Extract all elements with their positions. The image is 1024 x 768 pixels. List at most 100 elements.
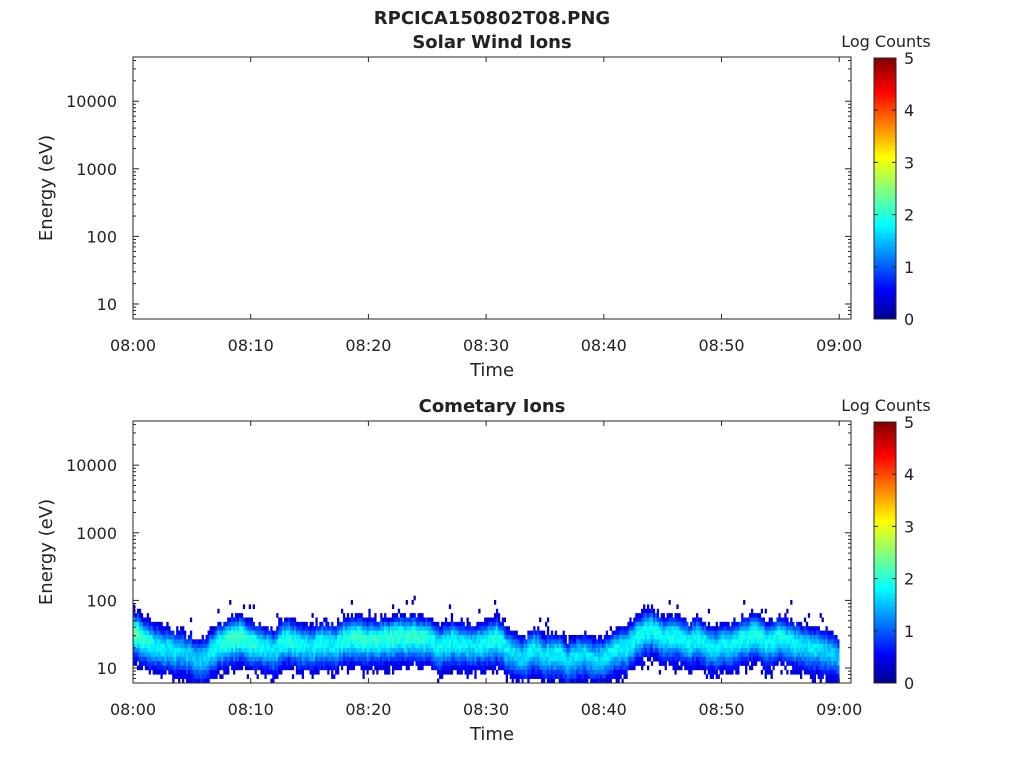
spectrogram-cell [442,661,446,666]
spectrogram-cell [362,656,365,662]
spectrogram-cell [448,652,452,658]
spectrogram-cell [389,617,393,623]
spectrogram-cell [338,630,342,636]
spectrogram-cell [195,656,199,662]
spectrogram-cell [731,621,734,627]
spectrogram-cell [164,656,167,662]
spectrogram-cell [456,648,459,653]
spectrogram-cell [729,669,732,675]
spectrogram-cell [333,630,336,636]
spectrogram-cell [380,652,383,658]
spectrogram-cell [609,678,612,684]
spectrogram-cell [252,656,255,662]
spectrogram-cell [541,630,544,636]
spectrogram-cell [450,621,454,627]
spectrogram-cell [680,634,683,640]
spectrogram-cell [411,617,414,623]
spectrogram-cell [172,634,175,640]
spectrogram-cell [439,661,442,666]
spectrogram-cell [682,634,685,640]
spectrogram-cell [825,656,828,662]
spectrogram-cell [364,648,367,653]
spectrogram-cell [213,652,216,658]
spectrogram-cell [764,643,767,649]
spectrogram-cell [319,630,322,636]
spectrogram-cell [331,661,334,666]
spectrogram-cell [272,634,275,640]
spectrogram-cell [537,648,540,653]
spectrogram-cell [529,630,532,636]
spectrogram-cell [462,661,465,666]
spectrogram-cell [495,621,499,627]
spectrogram-cell [325,639,328,644]
spectrogram-cell [338,626,342,631]
spectrogram-cell [560,648,563,653]
spectrogram-cell [364,665,367,671]
spectrogram-cell [429,626,432,631]
spectrogram-cell [144,648,148,653]
spectrogram-cell [266,639,269,644]
spectrogram-cell [427,626,430,631]
spectrogram-cell [790,617,793,623]
spectrogram-cell [154,626,157,631]
spectrogram-cell [384,613,387,618]
spectrogram-cell [817,639,820,644]
spectrogram-cell [415,661,418,666]
spectrogram-cell [323,626,326,631]
spectrogram-cell [586,669,589,675]
spectrogram-cell [562,643,565,649]
spectrogram-cell [205,652,208,658]
spectrogram-cell [578,639,581,644]
spectrogram-cell [788,643,791,649]
spectrogram-cell [215,630,218,636]
spectrogram-cell [403,643,406,649]
spectrogram-cell [676,626,679,631]
spectrogram-cell [203,669,206,675]
spectrogram-cell [458,621,461,627]
spectrogram-cell [191,639,195,644]
spectrogram-cell [291,661,295,666]
spectrogram-cell [511,634,514,640]
spectrogram-cell [376,669,379,675]
spectrogram-cell [221,639,224,644]
spectrogram-cell [399,634,403,640]
spectrogram-cell [772,621,775,627]
spectrogram-cell [725,669,728,675]
spectrogram-cell [594,678,597,684]
spectrogram-cell [662,652,665,658]
spectrogram-cell [452,634,456,640]
spectrogram-cell [268,661,271,666]
spectrogram-cell [688,652,691,658]
spectrogram-cell [564,652,567,658]
spectrogram-cell [519,634,522,640]
spectrogram-cell [354,621,357,627]
spectrogram-cell [393,626,397,631]
spectrogram-cell [643,630,646,636]
spectrogram-cell [711,656,714,662]
spectrogram-cell [350,634,354,640]
spectrogram-cell [707,643,711,649]
spectrogram-cell [388,648,391,653]
spectrogram-cell [535,643,538,649]
spectrogram-cell [515,652,518,658]
spectrogram-cell [688,669,691,675]
spectrogram-cell [315,617,318,623]
spectrogram-cell [595,643,599,649]
spectrogram-cell [240,634,244,640]
spectrogram-cell [803,661,807,666]
spectrogram-cell [187,648,191,653]
spectrogram-cell [743,626,746,631]
spectrogram-cell [446,669,450,675]
spectrogram-cell [668,600,671,605]
spectrogram-cell [564,678,567,684]
spectrogram-cell [197,643,200,649]
spectrogram-cell [213,643,216,649]
spectrogram-cell [613,643,616,649]
spectrogram-cell [782,639,785,644]
spectrogram-cell [450,617,454,623]
spectrogram-cell [825,643,828,649]
spectrogram-cell [160,674,163,679]
spectrogram-cell [527,656,530,662]
spectrogram-cell [560,639,563,644]
spectrogram-cell [762,652,765,658]
